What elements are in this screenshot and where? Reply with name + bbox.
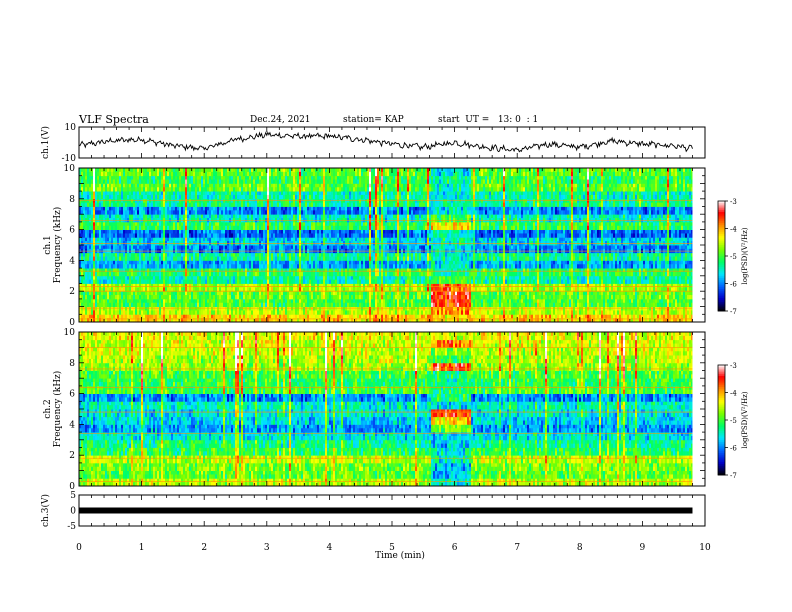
ch1-ytick-label: 10 <box>65 123 77 133</box>
ch1-spectrogram-row <box>79 291 693 299</box>
ch1-waveform-ylabel: ch.1(V) <box>40 126 51 159</box>
ch1-waveform-panel: 10 -10 ch.1(V) <box>40 123 705 164</box>
ch1-ytick-label: -10 <box>62 154 77 164</box>
ch1-spectrogram-row <box>79 299 693 307</box>
ch1-spectrogram-row <box>79 314 693 322</box>
vlf-spectra-figure: VLF Spectra Dec.24, 2021 station= KAP st… <box>0 0 792 612</box>
ch1-waveform-trace <box>79 133 693 152</box>
plot-canvas: 10-10ch.1(V) 0246810ch.1 Frequency (kHz) … <box>0 0 792 612</box>
